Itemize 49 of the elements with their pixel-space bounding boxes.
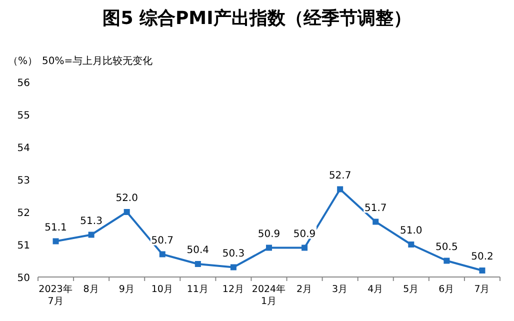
point <box>124 209 130 215</box>
chart-title: 图5 综合PMI产出指数（经季节调整） <box>102 8 412 29</box>
x-tick-label: 2024年 1月 <box>252 283 286 307</box>
y-tick-label: 52 <box>17 208 30 219</box>
x-tick-label: 7月 <box>474 284 490 295</box>
y-tick-label: 55 <box>17 110 30 122</box>
data-label: 50.9 <box>258 228 280 240</box>
text: 50%=与上月比较无变化 <box>42 55 153 67</box>
point <box>230 264 236 270</box>
x-tick-label: 6月 <box>438 284 455 295</box>
point <box>194 261 201 267</box>
x-tick-label: 10月 <box>151 284 174 295</box>
y-axis-title: （%） <box>8 56 38 67</box>
point <box>337 186 344 192</box>
y-tick-label: 56 <box>17 78 30 89</box>
point <box>372 218 379 225</box>
data-label: 51.0 <box>400 226 422 236</box>
point <box>88 232 94 238</box>
point <box>52 238 59 244</box>
point <box>159 251 166 258</box>
x-tick-label: 12月 <box>222 284 245 295</box>
point <box>408 242 414 248</box>
data-label: 51.1 <box>44 222 67 234</box>
x-tick-label: 9月 <box>118 284 135 295</box>
data-label: 51.3 <box>80 216 102 227</box>
data-label: 50.4 <box>186 245 210 256</box>
x-tick-label: 4月 <box>368 284 384 295</box>
y-tick-label: 53 <box>17 176 30 186</box>
y-tick-label: 54 <box>17 143 30 154</box>
data-label: 50.3 <box>222 248 245 260</box>
data-label: 50.5 <box>436 242 458 253</box>
data-label: 50.7 <box>151 235 174 246</box>
data-label: 51.7 <box>364 202 387 214</box>
y-tick-label: 50 <box>17 273 30 284</box>
y-tick-label: 51 <box>17 240 30 252</box>
point <box>266 244 272 251</box>
x-tick-label: 5月 <box>403 284 420 295</box>
point <box>302 244 308 251</box>
data-label: 50.2 <box>471 252 494 262</box>
x-tick-label: 2023年 7月 <box>38 283 73 307</box>
point <box>479 268 486 274</box>
data-label: 52.7 <box>328 170 352 182</box>
data-label: 50.9 <box>293 228 316 240</box>
x-tick-label: 11月 <box>186 284 209 295</box>
x-tick-label: 2月 <box>296 284 313 295</box>
point <box>444 258 450 264</box>
x-tick-label: 8月 <box>83 284 100 295</box>
x-tick-label: 3月 <box>332 284 348 295</box>
data-label: 52.0 <box>116 193 138 204</box>
